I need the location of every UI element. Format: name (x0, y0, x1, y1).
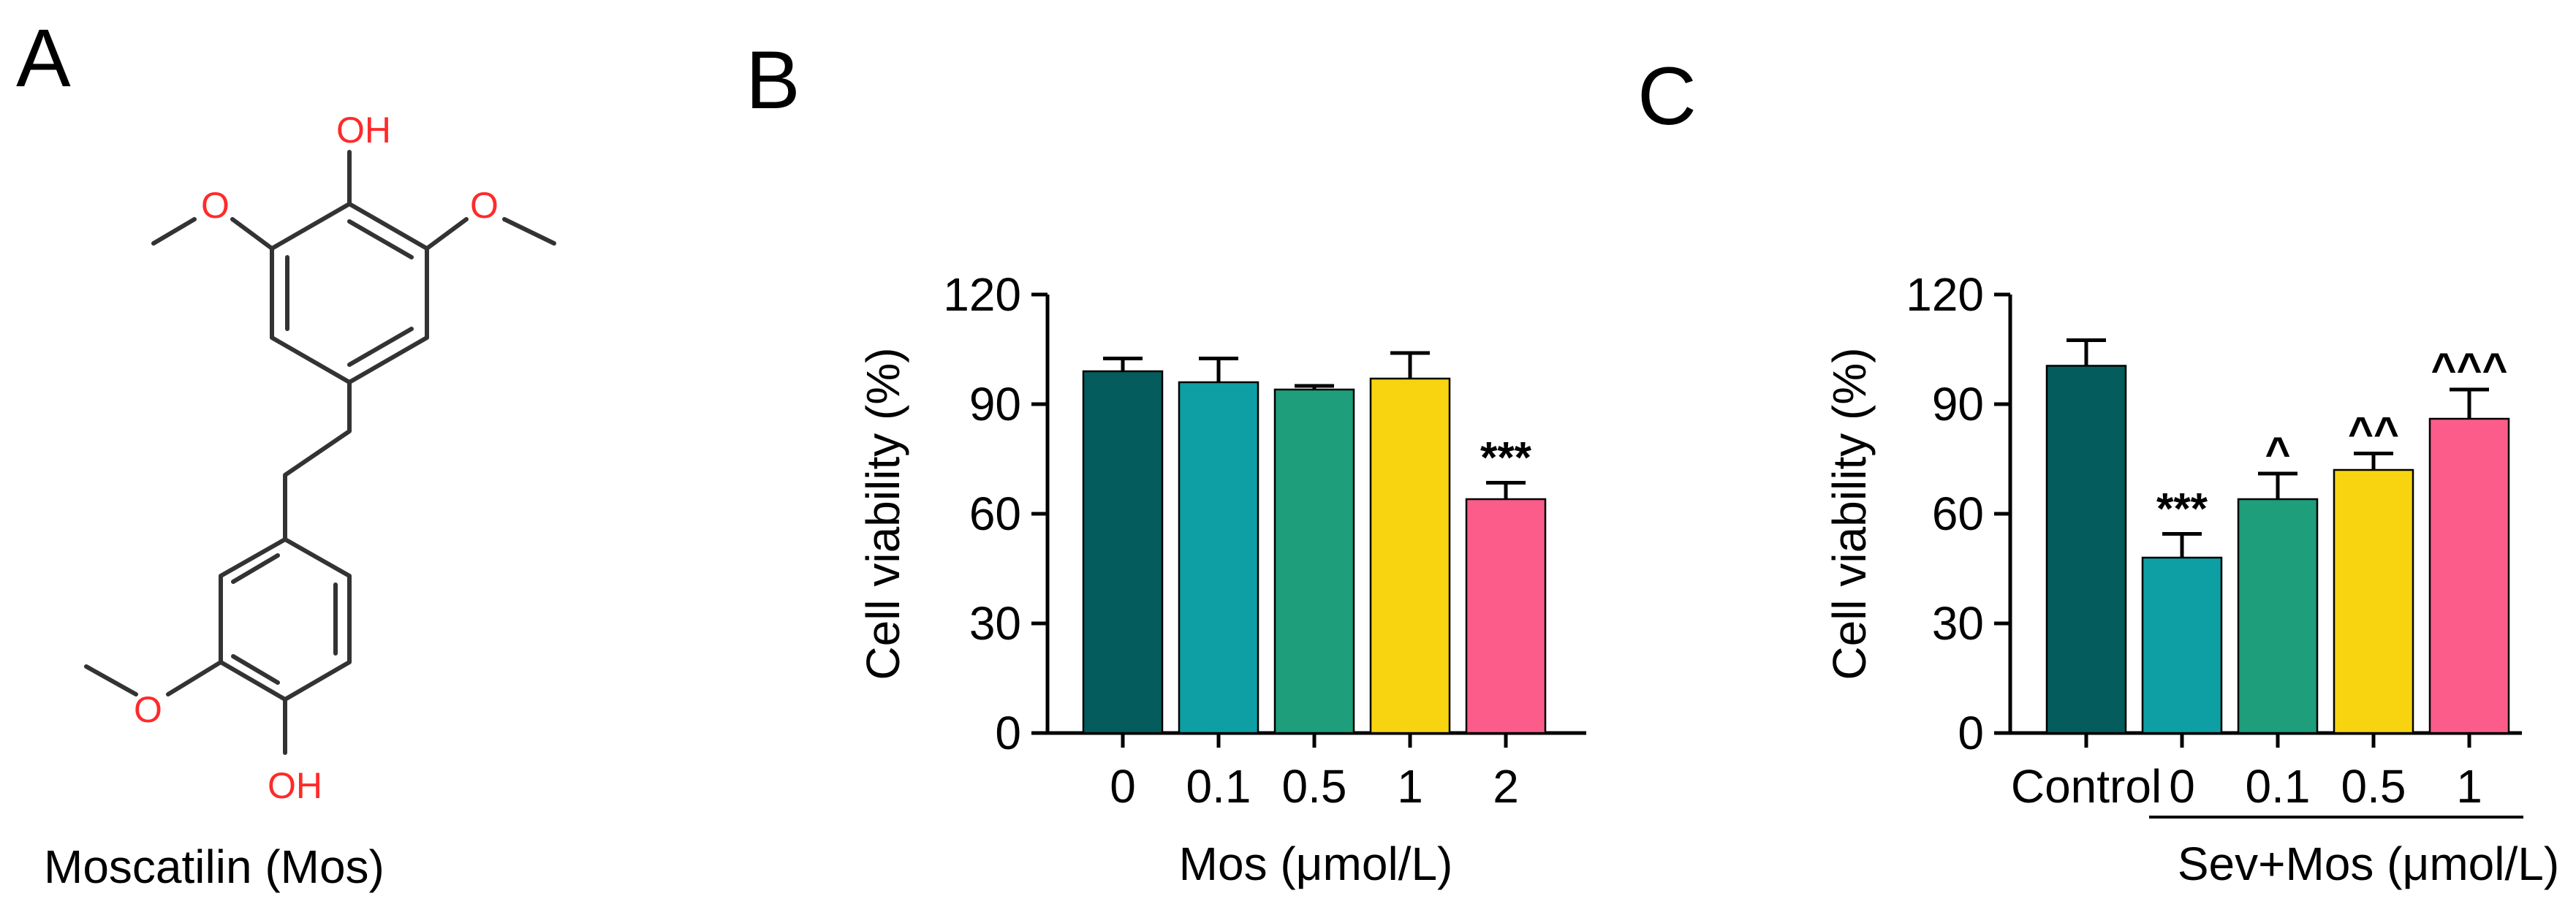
bar-c-3 (2333, 468, 2414, 734)
bar-b-0 (1082, 370, 1164, 734)
bar-c-1 (2141, 556, 2223, 734)
chart-panel-b: 0 30 60 90 120 Cell viability (%) 0 0.1 0.5 1 2 ***… (857, 268, 1586, 890)
significance-c-1: *** (2156, 485, 2208, 534)
x-tick-label-c-4: 1 (2456, 760, 2482, 813)
x-tick-label-b-2: 0.5 (1282, 760, 1347, 813)
significance-c-3: ^^ (2348, 409, 2399, 458)
x-tick-label-b-4: 2 (1493, 760, 1519, 813)
moscatilin-structure: OH O O O OH (84, 110, 556, 806)
significance-b-4: *** (1480, 433, 1532, 482)
lower-methoxy-bond (166, 660, 223, 696)
bar-b-3 (1369, 377, 1451, 734)
x-tick-label-b-3: 1 (1397, 760, 1423, 813)
lower-ring-double-2 (231, 654, 280, 685)
bar-b-4 (1465, 498, 1547, 734)
compound-caption: Moscatilin (Mos) (44, 840, 384, 893)
x-tick-label-c-3: 0.5 (2341, 760, 2406, 813)
x-tick-label-b-1: 0.1 (1186, 760, 1251, 813)
x-tick-label-b-0: 0 (1110, 760, 1136, 813)
y-tick-label-c-30: 30 (1932, 597, 1984, 650)
y-tick-label-b-120: 120 (943, 268, 1021, 321)
lower-ring-bonds (219, 537, 352, 702)
x-axis-title-b: Mos (μmol/L) (1179, 838, 1453, 890)
y-tick-label-b-60: 60 (969, 487, 1021, 540)
y-tick-label-b-90: 90 (969, 378, 1021, 430)
bar-c-0 (2045, 365, 2127, 734)
y-tick-label-c-60: 60 (1932, 487, 1984, 540)
bottom-oh-label: OH (268, 765, 322, 806)
x-tick-label-c-1: 0 (2169, 760, 2195, 813)
panel-letter-a: A (16, 12, 71, 104)
bar-b-2 (1273, 388, 1355, 734)
bar-c-2 (2237, 498, 2319, 734)
lower-methoxy-o: O (134, 689, 162, 730)
panel-letter-c: C (1637, 50, 1697, 142)
right-methoxy-o: O (470, 185, 499, 226)
y-tick-label-b-30: 30 (969, 597, 1021, 650)
lower-methyl-bond (84, 664, 138, 696)
y-axis-title-c: Cell viability (%) (1823, 347, 1876, 680)
upper-ring-bonds (270, 202, 429, 384)
right-methoxy-bond (425, 217, 469, 251)
significance-c-4: ^^^ (2431, 344, 2507, 393)
right-methyl-bond (502, 217, 556, 246)
x-tick-label-c-0: Control (2011, 760, 2162, 813)
y-axis-title-b: Cell viability (%) (857, 347, 909, 680)
x-tick-label-c-2: 0.1 (2246, 760, 2311, 813)
upper-ring-double-1 (347, 219, 414, 259)
significance-c-2: ^ (2265, 428, 2290, 477)
upper-ring-double-2 (347, 327, 414, 367)
y-tick-label-c-120: 120 (1906, 268, 1984, 321)
bar-b-1 (1178, 381, 1259, 734)
ethylene-bridge (283, 380, 352, 542)
left-methyl-bond (151, 217, 197, 246)
y-tick-label-c-0: 0 (1958, 707, 1984, 759)
bar-c-4 (2428, 417, 2510, 734)
top-oh-label: OH (336, 110, 391, 151)
left-methoxy-o: O (201, 185, 230, 226)
y-tick-label-b-0: 0 (995, 707, 1021, 759)
panel-letter-b: B (746, 34, 800, 126)
lower-ring-double-3 (231, 553, 280, 584)
y-tick-label-c-90: 90 (1932, 378, 1984, 430)
left-methoxy-bond (230, 217, 274, 251)
x-axis-title-c: Sev+Mos (μmol/L) (2178, 838, 2559, 890)
